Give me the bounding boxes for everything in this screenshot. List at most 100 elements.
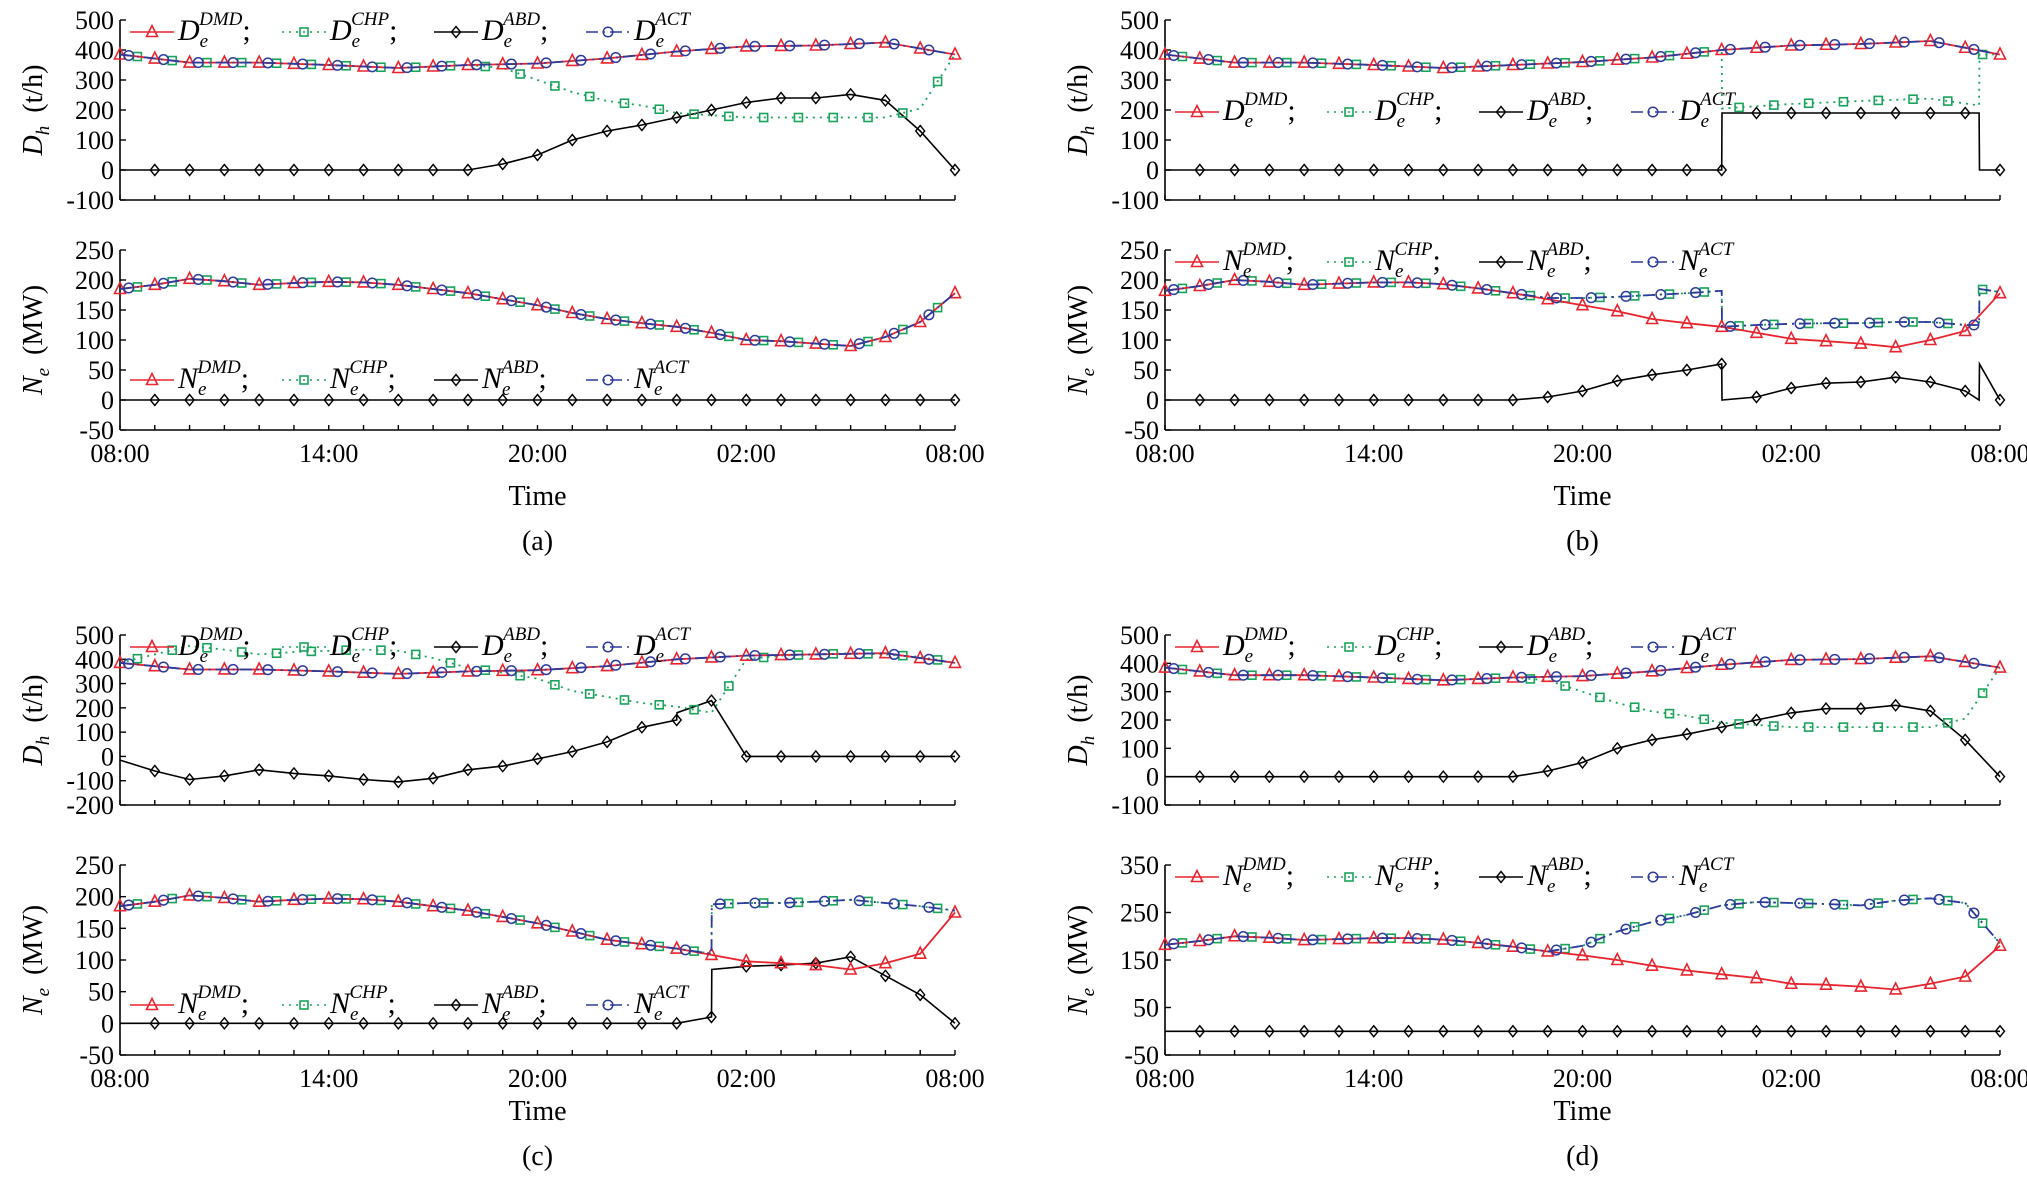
y-tick-label: 150 — [75, 296, 114, 325]
data-point-act — [123, 49, 135, 62]
data-point-chp — [724, 681, 734, 691]
data-point-dmd — [217, 54, 232, 68]
data-point-act — [1307, 278, 1319, 291]
data-point-act — [1168, 662, 1180, 675]
data-point-act — [818, 895, 831, 907]
legend-entry-abd: DeABD; — [481, 624, 548, 667]
y-tick-label: 300 — [1120, 678, 1159, 707]
x-tick-label: 02:00 — [1762, 1064, 1821, 1093]
data-point-act — [366, 277, 378, 289]
data-point-act — [157, 661, 170, 673]
data-point-dmd — [809, 646, 823, 660]
data-point-act — [1968, 43, 1980, 55]
data-point-dmd — [878, 34, 893, 48]
data-point-act — [1724, 43, 1736, 55]
data-point-act — [1237, 274, 1249, 287]
data-point-abd — [1611, 1024, 1623, 1038]
data-point-abd — [1577, 1024, 1588, 1038]
data-point-abd — [1194, 770, 1206, 784]
data-point-dmd — [321, 663, 336, 677]
y-tick-label: 500 — [1120, 621, 1159, 650]
data-point-dmd — [1610, 302, 1625, 317]
data-point-dmd — [565, 923, 580, 937]
y-tick-label: 150 — [1120, 946, 1159, 975]
data-point-dmd — [1888, 34, 1903, 48]
y-tick-label: 100 — [75, 718, 114, 747]
data-point-abd — [740, 749, 752, 764]
data-point-dmd — [1575, 946, 1590, 961]
data-point-abd — [1890, 106, 1902, 120]
data-point-abd — [427, 163, 439, 177]
data-point-act — [1759, 656, 1771, 668]
data-point-act — [1550, 944, 1562, 956]
panel-label: (d) — [1566, 1141, 1599, 1172]
data-point-act — [749, 334, 761, 346]
data-point-abd — [184, 1016, 195, 1030]
data-point-act — [227, 276, 239, 288]
data-point-act — [1794, 897, 1806, 909]
x-tick-label: 14:00 — [299, 1064, 358, 1093]
data-point-abd — [253, 1016, 265, 1030]
data-point-chp — [236, 647, 247, 657]
data-point-abd — [775, 749, 787, 764]
data-point-act — [784, 40, 796, 52]
data-point-abd — [775, 393, 787, 407]
legend-entry-act: DeACT — [633, 624, 691, 667]
data-point-abd — [1229, 770, 1240, 784]
data-point-abd — [288, 163, 300, 177]
data-point-abd — [845, 393, 857, 407]
data-point-act — [192, 273, 204, 285]
series-line-abd — [1165, 361, 2001, 402]
data-point-dmd — [1819, 36, 1833, 51]
data-point-act — [1898, 651, 1910, 663]
legend-entry-abd: NeABD; — [481, 357, 547, 400]
legend-marker-chp — [299, 642, 309, 652]
y-tick-label: -50 — [1124, 416, 1159, 445]
data-point-act — [1655, 51, 1667, 63]
data-point-abd — [1403, 163, 1414, 177]
data-point-dmd — [1680, 314, 1694, 329]
data-point-chp — [1769, 100, 1779, 110]
y-tick-label: 0 — [101, 742, 114, 771]
legend-entry-chp: NeCHP; — [329, 357, 396, 400]
y-tick-label: -100 — [66, 767, 114, 796]
x-tick-label: 02:00 — [717, 439, 776, 468]
panel-label: (a) — [522, 526, 553, 557]
data-point-act — [923, 653, 935, 665]
data-point-dmd — [1888, 649, 1903, 663]
legend-entry-chp: DeCHP; — [1374, 624, 1442, 667]
legend-entry-act: DeACT — [633, 9, 691, 52]
legend-marker-abd — [1495, 640, 1507, 654]
data-point-act — [227, 57, 239, 69]
data-point-dmd — [495, 290, 510, 305]
data-point-chp — [132, 653, 143, 664]
data-point-abd — [1437, 770, 1449, 784]
data-point-abd — [532, 393, 543, 407]
data-point-chp — [1873, 95, 1884, 106]
data-point-act — [1342, 933, 1354, 945]
data-point-dmd — [1227, 927, 1242, 942]
series-line-act — [1164, 897, 2001, 953]
data-point-abd — [1194, 1024, 1206, 1038]
data-point-chp — [898, 108, 908, 118]
data-point-abd — [845, 749, 857, 764]
data-point-dmd — [321, 890, 336, 904]
data-point-dmd — [774, 646, 788, 661]
data-point-abd — [1855, 375, 1867, 389]
x-tick-label: 02:00 — [717, 1064, 776, 1093]
x-tick-label: 20:00 — [1553, 439, 1612, 468]
data-point-dmd — [1332, 55, 1346, 70]
data-point-act — [505, 912, 517, 925]
data-point-abd — [914, 749, 926, 764]
data-point-act — [262, 664, 274, 676]
legend-marker-dmd — [145, 23, 159, 38]
data-point-dmd — [495, 662, 510, 677]
data-point-dmd — [565, 659, 580, 674]
data-point-act — [1411, 673, 1423, 685]
data-point-dmd — [1854, 650, 1868, 665]
data-point-abd — [1472, 770, 1484, 784]
data-point-dmd — [1923, 975, 1938, 990]
data-point-dmd — [1297, 54, 1311, 68]
data-point-chp — [167, 645, 177, 655]
data-point-act — [401, 668, 413, 680]
